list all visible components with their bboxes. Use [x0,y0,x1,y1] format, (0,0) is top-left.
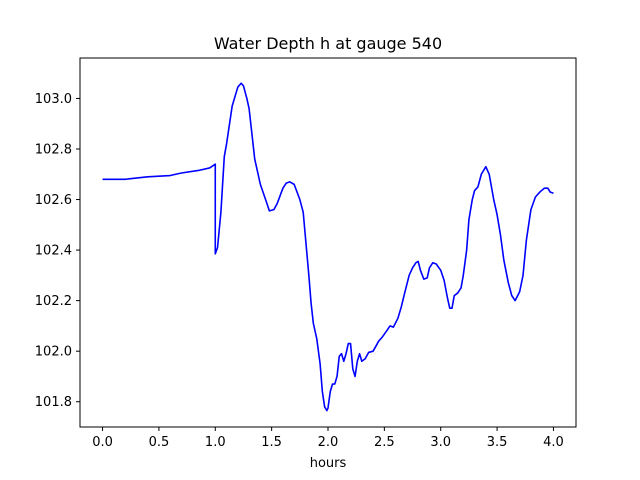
y-axis: 101.8 102.0 102.2 102.4 102.6 102.8 103.0 [35,92,80,410]
y-tick-label: 101.8 [35,395,72,410]
y-tick-label: 103.0 [35,92,72,107]
x-axis: 0.0 0.5 1.0 1.5 2.0 2.5 3.0 3.5 4.0 [92,427,564,450]
x-tick-label: 4.0 [543,435,564,450]
y-tick-label: 102.2 [35,294,72,309]
y-tick-label: 102.6 [35,193,72,208]
x-tick-label: 1.0 [205,435,226,450]
x-tick-label: 1.5 [261,435,282,450]
x-tick-label: 0.5 [149,435,170,450]
series-line [102,82,554,412]
x-tick-label: 0.0 [92,435,113,450]
x-axis-label: hours [310,456,347,471]
y-tick-label: 102.0 [35,345,72,360]
chart-title: Water Depth h at gauge 540 [214,34,442,53]
plot-area [102,82,554,412]
x-tick-label: 2.5 [374,435,395,450]
y-tick-label: 102.4 [35,244,72,259]
x-tick-label: 2.0 [318,435,339,450]
y-tick-label: 102.8 [35,142,72,157]
x-tick-label: 3.5 [487,435,508,450]
x-tick-label: 3.0 [430,435,451,450]
